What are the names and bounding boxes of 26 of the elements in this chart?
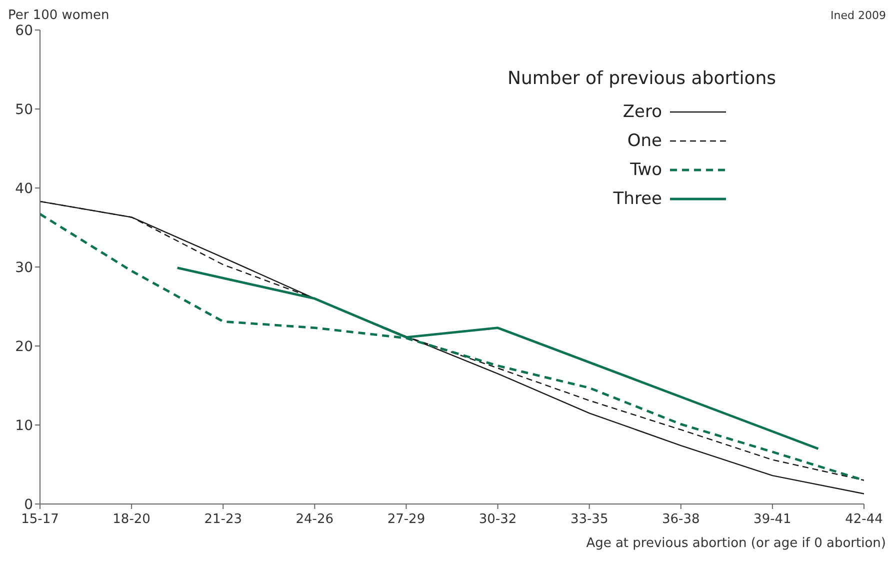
y-tick-label: 40 bbox=[15, 180, 33, 197]
x-tick-label: 30-32 bbox=[478, 512, 517, 527]
y-tick-label: 60 bbox=[15, 22, 33, 39]
x-axis-title: Age at previous abortion (or age if 0 abortion) bbox=[586, 536, 886, 551]
x-tick-label: 33-35 bbox=[570, 512, 608, 527]
legend-title: Number of previous abortions bbox=[507, 68, 776, 89]
x-tick-label: 18-20 bbox=[112, 512, 150, 527]
x-tick-label: 15-17 bbox=[21, 512, 59, 527]
y-tick-label: 10 bbox=[15, 418, 33, 434]
y-axis-title: Per 100 women bbox=[8, 8, 110, 23]
x-tick-label: 36-38 bbox=[662, 512, 700, 527]
y-tick-label: 30 bbox=[15, 260, 33, 276]
line-series bbox=[176, 266, 820, 450]
legend-label: One bbox=[627, 130, 662, 150]
text: Ined 2009 bbox=[830, 9, 886, 22]
x-tick-label: 42-44 bbox=[845, 512, 883, 527]
x-tick-label: 27-29 bbox=[387, 512, 426, 527]
x-tick-label: 21-23 bbox=[204, 512, 242, 527]
y-tick-label: 0 bbox=[24, 496, 33, 513]
y-tick-label: 20 bbox=[15, 338, 33, 355]
legend-label: Three bbox=[613, 188, 662, 208]
x-tick-label: 24-26 bbox=[296, 512, 334, 527]
x-tick-label: 39-41 bbox=[754, 512, 792, 527]
legend-label: Zero bbox=[622, 102, 662, 122]
legend-label: Two bbox=[630, 160, 662, 180]
y-tick-label: 50 bbox=[15, 102, 33, 118]
